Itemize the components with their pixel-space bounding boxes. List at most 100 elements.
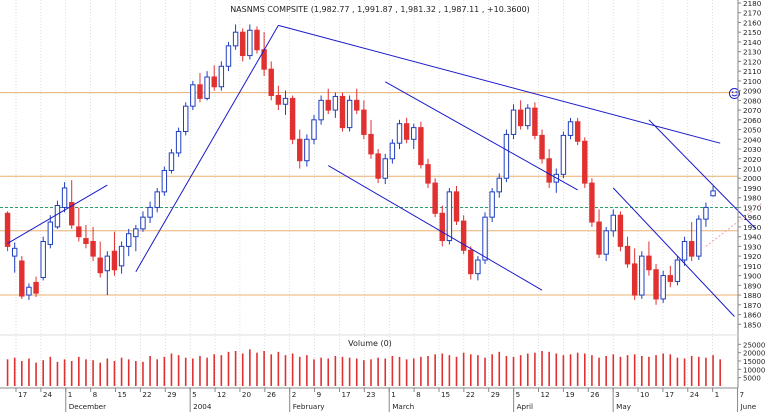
month-label: 2004 bbox=[193, 402, 212, 411]
candle bbox=[140, 211, 146, 232]
price-tick-label: 2170 bbox=[743, 9, 762, 18]
candle-body bbox=[624, 245, 631, 265]
candle bbox=[125, 228, 132, 257]
time-tick-label: 24 bbox=[43, 390, 53, 399]
candle bbox=[282, 90, 289, 115]
price-tick-label: 2150 bbox=[743, 28, 762, 37]
candle-body bbox=[68, 202, 75, 226]
candle-body bbox=[710, 190, 716, 197]
candle bbox=[211, 65, 217, 91]
candle-body bbox=[204, 76, 210, 99]
price-tick-label: 1880 bbox=[743, 291, 762, 300]
volume-tick-label: 15000 bbox=[743, 358, 765, 366]
candle bbox=[639, 251, 645, 299]
candle bbox=[354, 88, 360, 114]
candle-body bbox=[688, 241, 695, 257]
candle-body bbox=[282, 97, 289, 105]
time-tick-label: 1 bbox=[715, 390, 720, 399]
month-label: December bbox=[69, 402, 106, 411]
price-tick-label: 2180 bbox=[743, 0, 762, 8]
candle-body bbox=[603, 230, 609, 255]
time-tick-label: 17 bbox=[665, 390, 674, 399]
chart-title: NASNMS COMPSITE (1,982.77 , 1,991.87 , 1… bbox=[230, 5, 530, 14]
candle-body bbox=[183, 105, 189, 133]
candle-body bbox=[346, 99, 353, 129]
month-label: April bbox=[517, 402, 533, 411]
candle-body bbox=[140, 216, 146, 230]
price-tick-label: 2080 bbox=[743, 96, 762, 105]
time-tick-label: 8 bbox=[416, 390, 421, 399]
candle-body bbox=[631, 263, 638, 296]
candle bbox=[617, 211, 624, 252]
candle-body bbox=[546, 158, 552, 183]
candle bbox=[133, 224, 139, 252]
candle bbox=[40, 236, 46, 281]
annotations-layer bbox=[705, 88, 764, 247]
candle-body bbox=[418, 127, 424, 166]
month-label: May bbox=[616, 402, 632, 411]
candle bbox=[346, 95, 353, 132]
time-tick-label: 8 bbox=[93, 390, 98, 399]
candle bbox=[603, 226, 609, 261]
candle bbox=[218, 61, 225, 91]
volume-layer bbox=[6, 349, 721, 386]
price-tick-label: 2050 bbox=[743, 126, 762, 135]
candle bbox=[646, 241, 652, 276]
candle-body bbox=[104, 255, 111, 272]
candle-body bbox=[4, 212, 11, 247]
price-tick-label: 2130 bbox=[743, 48, 762, 57]
candle bbox=[325, 88, 331, 114]
candle-body bbox=[617, 214, 624, 247]
candle-body bbox=[681, 241, 688, 261]
candle bbox=[703, 202, 709, 227]
candle bbox=[503, 129, 510, 183]
price-tick-label: 1960 bbox=[743, 213, 762, 222]
price-tick-label: 1870 bbox=[743, 301, 762, 310]
candle bbox=[368, 119, 374, 159]
price-tick-label: 1930 bbox=[743, 242, 762, 251]
volume-label: Volume (0) bbox=[348, 339, 392, 348]
candle-body bbox=[667, 275, 674, 282]
candle-body bbox=[596, 221, 602, 255]
time-tick-label: 24 bbox=[690, 390, 700, 399]
candle bbox=[76, 207, 82, 242]
time-tick-label: 29 bbox=[491, 390, 501, 399]
candle-body bbox=[304, 138, 310, 162]
candle-body bbox=[161, 169, 168, 193]
candle-body bbox=[696, 218, 702, 257]
candle bbox=[118, 241, 125, 274]
candle-body bbox=[218, 65, 225, 88]
candle bbox=[254, 26, 260, 54]
time-tick-label: 1 bbox=[68, 390, 73, 399]
time-tick-label: 20 bbox=[242, 390, 252, 399]
candle-body bbox=[297, 138, 303, 162]
candle-body bbox=[396, 123, 403, 144]
candle-body bbox=[703, 206, 709, 220]
candle bbox=[26, 283, 32, 300]
candle-body bbox=[40, 241, 46, 279]
candle-body bbox=[154, 191, 160, 208]
candle bbox=[19, 256, 25, 299]
candle bbox=[681, 236, 688, 266]
candle bbox=[197, 73, 203, 103]
time-tick-label: 3 bbox=[615, 390, 620, 399]
candle bbox=[111, 231, 118, 276]
candle-body bbox=[90, 241, 96, 257]
candle bbox=[439, 205, 445, 247]
price-tick-label: 2030 bbox=[743, 145, 762, 154]
candle bbox=[496, 173, 502, 198]
trendline bbox=[385, 81, 578, 191]
candle-body bbox=[54, 204, 61, 228]
candle-body bbox=[197, 84, 203, 99]
candle-body bbox=[311, 119, 317, 140]
candle-body bbox=[232, 31, 239, 47]
candle bbox=[232, 24, 239, 50]
price-tick-label: 2010 bbox=[743, 165, 762, 174]
candle-body bbox=[560, 134, 567, 175]
candle bbox=[517, 100, 524, 130]
candle-body bbox=[275, 94, 282, 105]
candle-body bbox=[403, 123, 410, 140]
price-tick-label: 2120 bbox=[743, 57, 762, 66]
candle-body bbox=[97, 257, 103, 274]
